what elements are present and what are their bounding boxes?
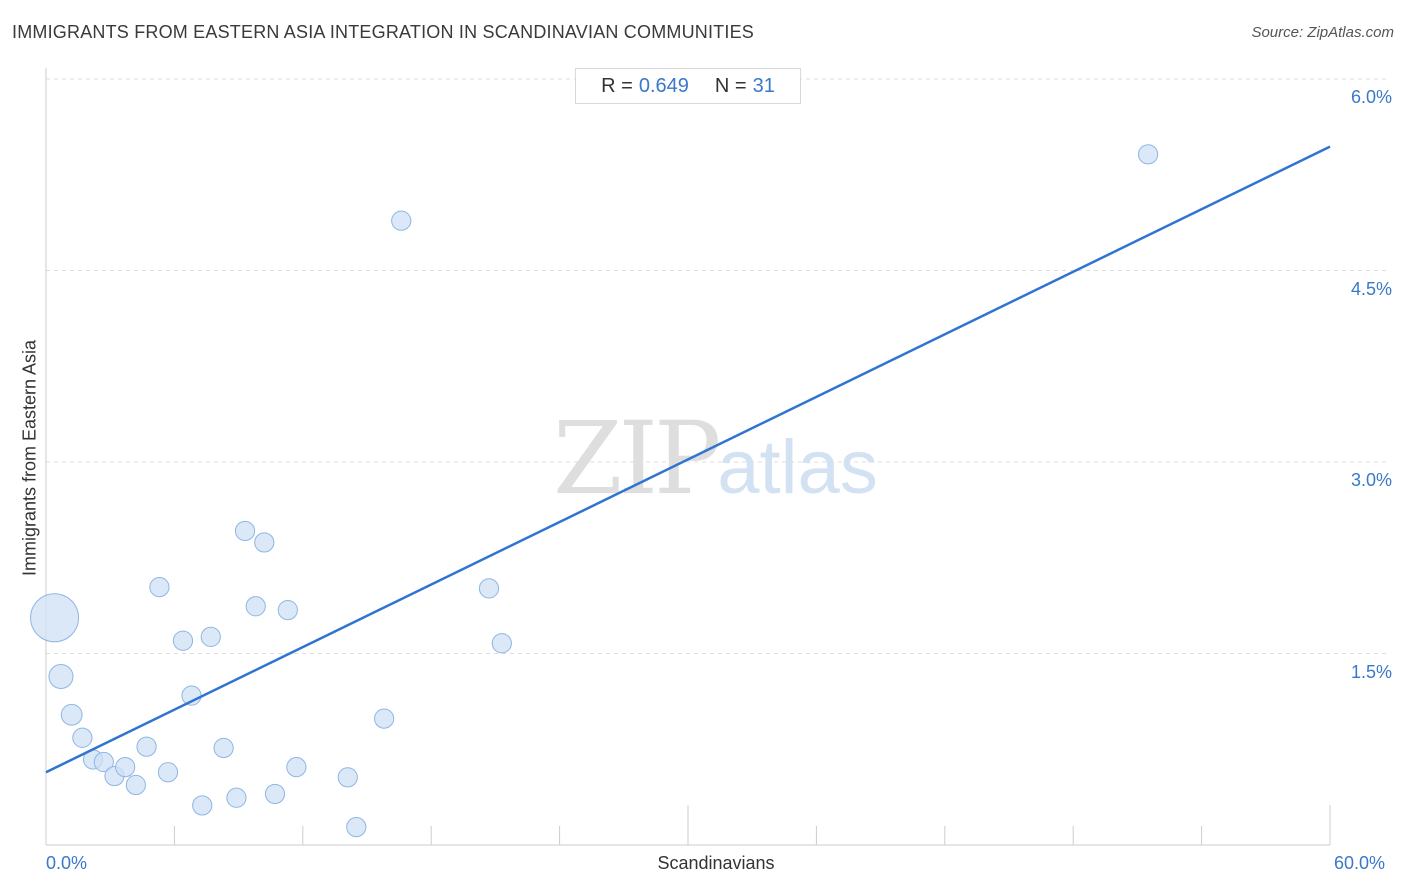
watermark-atlas: atlas [717,425,878,510]
source-label: Source: ZipAtlas.com [1251,24,1394,41]
r-value: 0.649 [638,74,689,97]
r-label: R = [601,74,633,97]
trend-line [45,145,1331,774]
x-tick-max: 60.0% [1334,853,1386,873]
data-point [478,578,500,599]
data-point [264,783,286,805]
data-point [136,736,157,757]
data-point [337,767,358,788]
data-point [374,708,395,729]
data-point [200,626,221,648]
data-point [226,787,247,808]
x-tick-min: 0.0% [46,853,88,873]
data-point [149,577,170,598]
data-point [346,817,367,838]
y-axis-label: Immigrants from Eastern Asia [19,339,40,577]
data-point [391,210,412,231]
data-point [277,599,298,621]
y-tick-label: 3.0% [1350,470,1392,490]
data-point [60,703,83,726]
data-point [93,751,114,773]
n-label: N = [714,74,747,97]
data-point [48,663,74,689]
data-point [245,596,266,617]
data-point [234,520,256,542]
data-point [286,757,307,778]
data-point [172,630,194,651]
data-point [1138,144,1159,165]
y-tick-label: 4.5% [1350,278,1392,299]
data-point [125,774,146,796]
y-tick-label: 1.5% [1350,661,1392,682]
n-value: 31 [752,74,775,97]
chart-title: IMMIGRANTS FROM EASTERN ASIA INTEGRATION… [12,22,754,42]
data-point [157,762,179,783]
data-point [491,633,512,654]
zipatlas-watermark: ZIPatlas [553,400,878,517]
data-point [254,532,275,553]
stats-box: R = 0.649 N = 31 [575,68,801,104]
data-point [115,757,136,778]
data-point [213,737,234,759]
data-point [30,593,80,643]
data-point [72,727,93,748]
x-axis-label: Scandinavians [657,853,775,873]
data-point [192,795,213,816]
watermark-zip: ZIP [553,400,721,517]
y-tick-label: 6.0% [1350,87,1392,107]
